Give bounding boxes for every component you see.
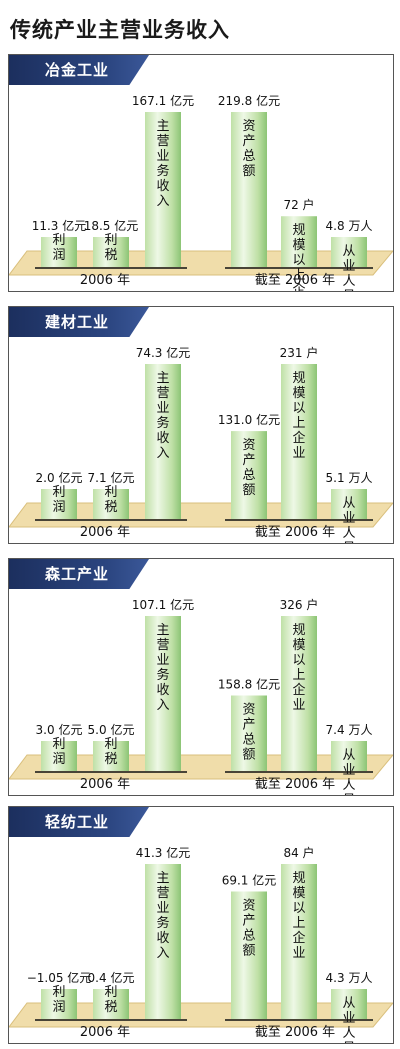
bar-主营业务收入 xyxy=(145,364,181,519)
bar-利税 xyxy=(93,237,129,267)
bar-value-label: 5.1 万人 xyxy=(326,471,373,485)
bar-从业人员 xyxy=(331,989,367,1019)
bar-category-label: 主营业务收入 xyxy=(156,371,169,461)
bar-value-label: 158.8 亿元 xyxy=(218,676,280,691)
bar-value-label: 72 户 xyxy=(283,197,314,212)
bar-value-label: 4.8 万人 xyxy=(326,219,373,233)
bar-资产总额 xyxy=(231,112,267,267)
bar-category-label: 从业人员 xyxy=(342,996,355,1043)
group-label: 截至 2006 年 xyxy=(255,777,335,792)
bar-value-label: 107.1 亿元 xyxy=(132,597,194,612)
bar-主营业务收入 xyxy=(145,864,181,1019)
bar-value-label: 167.1 亿元 xyxy=(132,93,194,108)
group-label: 2006 年 xyxy=(80,777,130,792)
bar-利税 xyxy=(93,489,129,519)
bar-主营业务收入 xyxy=(145,112,181,267)
bar-category-label: 利润 xyxy=(52,485,65,515)
bar-category-label: 从业人员 xyxy=(342,748,355,795)
bar-value-label: 84 户 xyxy=(283,845,314,860)
bar-利润 xyxy=(41,489,77,519)
bar-value-label: 219.8 亿元 xyxy=(218,93,280,108)
bar-利润 xyxy=(41,741,77,771)
bar-value-label: 3.0 亿元 xyxy=(36,722,83,737)
bar-value-label: 11.3 亿元 xyxy=(32,218,87,233)
page-title: 传统产业主营业务收入 xyxy=(10,18,230,42)
bar-value-label: 69.1 亿元 xyxy=(222,872,277,887)
bar-利税 xyxy=(93,989,129,1019)
group-label: 截至 2006 年 xyxy=(255,1025,335,1040)
bar-category-label: 利税 xyxy=(104,233,117,263)
bar-category-label: 利润 xyxy=(52,737,65,767)
bar-value-label: −1.05 亿元 xyxy=(27,970,92,985)
bar-资产总额 xyxy=(231,891,267,1019)
bar-利润 xyxy=(41,989,77,1019)
bar-从业人员 xyxy=(331,237,367,267)
bar-value-label: 74.3 亿元 xyxy=(136,345,191,360)
group-label: 2006 年 xyxy=(80,525,130,540)
group-label: 2006 年 xyxy=(80,273,130,288)
bar-规模以上企业 xyxy=(281,864,317,1019)
bar-category-label: 利税 xyxy=(104,737,117,767)
bar-category-label: 主营业务收入 xyxy=(156,871,169,961)
bar-资产总额 xyxy=(231,695,267,771)
bar-category-label: 主营业务收入 xyxy=(156,119,169,209)
group-label: 2006 年 xyxy=(80,1025,130,1040)
bar-category-label: 规模以上企业 xyxy=(292,223,305,291)
panel-metallurgy: 冶金工业 利润 11.3 亿元利税 18.5 亿元 主营业务收入 167.1 亿元 200… xyxy=(8,54,394,292)
panel-title: 冶金工业 xyxy=(9,55,149,85)
bar-value-label: 2.0 亿元 xyxy=(36,470,83,485)
panel-title: 建材工业 xyxy=(9,307,149,337)
bar-规模以上企业 xyxy=(281,364,317,519)
bar-value-label: 326 户 xyxy=(280,597,319,612)
bar-value-label: 7.4 万人 xyxy=(326,723,373,737)
bar-category-label: 规模以上企业 xyxy=(292,871,305,961)
bar-category-label: 资产总额 xyxy=(242,702,255,762)
bar-category-label: 利税 xyxy=(104,985,117,1015)
panel-light-textile: 轻纺工业 利润 −1.05 亿元 利税 0.4 亿元 主营业务收入 41.3 亿元 2006… xyxy=(8,806,394,1044)
bar-category-label: 从业人员 xyxy=(342,496,355,543)
bar-category-label: 规模以上企业 xyxy=(292,371,305,461)
bar-category-label: 规模以上企业 xyxy=(292,623,305,713)
panel-title: 轻纺工业 xyxy=(9,807,149,837)
bar-category-label: 从业人员 xyxy=(342,244,355,291)
bar-主营业务收入 xyxy=(145,616,181,771)
bar-value-label: 131.0 亿元 xyxy=(218,412,280,427)
panel-forestry: 森工产业 利润 3.0 亿元利税 5.0 亿元 主营业务收入 107.1 亿元 2006 … xyxy=(8,558,394,796)
panel-title: 森工产业 xyxy=(9,559,149,589)
bar-category-label: 利税 xyxy=(104,485,117,515)
bar-value-label: 4.3 万人 xyxy=(326,971,373,985)
bar-规模以上企业 xyxy=(281,216,317,267)
bar-value-label: 0.4 亿元 xyxy=(88,970,135,985)
bar-category-label: 利润 xyxy=(52,985,65,1015)
bar-value-label: 7.1 亿元 xyxy=(88,470,135,485)
bar-value-label: 41.3 亿元 xyxy=(136,845,191,860)
bar-value-label: 5.0 亿元 xyxy=(88,722,135,737)
bar-利润 xyxy=(41,237,77,267)
panel-building-materials: 建材工业 利润 2.0 亿元利税 7.1 亿元 主营业务收入 74.3 亿元 2006 年… xyxy=(8,306,394,544)
group-label: 截至 2006 年 xyxy=(255,273,335,288)
bar-value-label: 18.5 亿元 xyxy=(84,218,139,233)
group-label: 截至 2006 年 xyxy=(255,525,335,540)
bar-从业人员 xyxy=(331,489,367,519)
bar-从业人员 xyxy=(331,741,367,771)
bar-利税 xyxy=(93,741,129,771)
bar-规模以上企业 xyxy=(281,616,317,771)
bar-category-label: 资产总额 xyxy=(242,438,255,498)
bar-category-label: 资产总额 xyxy=(242,898,255,958)
bar-资产总额 xyxy=(231,431,267,519)
bar-value-label: 231 户 xyxy=(280,345,319,360)
bar-category-label: 资产总额 xyxy=(242,119,255,179)
bar-category-label: 主营业务收入 xyxy=(156,623,169,713)
bar-category-label: 利润 xyxy=(52,233,65,263)
